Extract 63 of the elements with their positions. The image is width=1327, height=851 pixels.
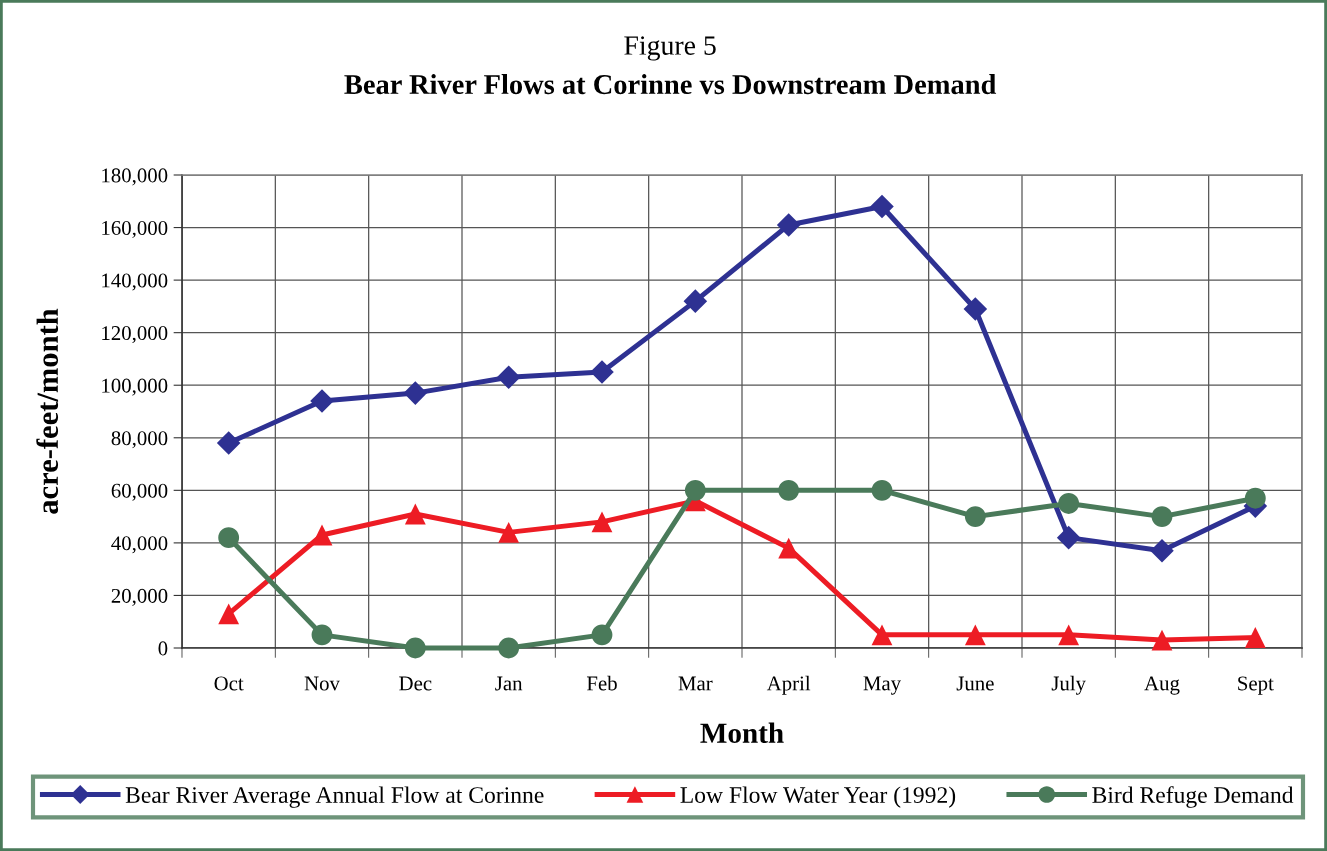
y-tick-label: 100,000: [102, 378, 168, 396]
y-tick-label: 0: [158, 641, 168, 656]
point: [311, 524, 333, 546]
point: [870, 194, 894, 219]
point: [1056, 525, 1081, 550]
legend-label: Low Flow Water Year (1992): [680, 786, 956, 808]
point: [1244, 487, 1266, 509]
x-tick-label: Mar: [678, 676, 713, 691]
point: [1151, 629, 1173, 651]
point: [498, 637, 520, 659]
point: [964, 624, 986, 646]
y-tick-label: 60,000: [111, 483, 168, 501]
y-tick-label: 20,000: [111, 588, 168, 606]
y-tick-label: 180,000: [102, 168, 168, 186]
point: [871, 479, 893, 501]
point: [218, 603, 240, 625]
caption: Figure 5: [624, 36, 716, 61]
point: [590, 360, 614, 384]
point: [683, 289, 708, 313]
x-tick-label: Oct: [214, 676, 244, 691]
point: [218, 527, 240, 549]
y-tick-label: 40,000: [111, 536, 168, 554]
x-tick-label: June: [956, 676, 994, 691]
point: [404, 503, 426, 525]
point: [778, 479, 800, 501]
point: [591, 624, 613, 646]
x-tick-label: Aug: [1144, 676, 1180, 695]
y-tick-label: 80,000: [111, 431, 168, 449]
point: [1058, 624, 1080, 646]
y-tick-label: 160,000: [102, 220, 168, 238]
point: [1150, 538, 1174, 563]
point: [498, 521, 520, 543]
y-tick-label: 140,000: [102, 273, 168, 291]
x-tick-label: April: [766, 675, 811, 695]
y-tick-label: 120,000: [102, 326, 168, 344]
x-tick-label: Dec: [399, 676, 432, 691]
x-tick-label: Feb: [586, 675, 617, 691]
chart-title: Bear River Flows at Corinne vs Downstream Demand: [344, 74, 997, 95]
point: [311, 624, 333, 646]
point: [776, 213, 801, 237]
point: [1151, 506, 1173, 528]
point: [778, 537, 800, 559]
point: [216, 431, 241, 455]
x-tick-label: May: [863, 676, 902, 695]
point: [404, 637, 426, 659]
point: [1058, 493, 1080, 514]
x-tick-label: Jan: [495, 676, 523, 691]
x-tick-label: Sept: [1238, 676, 1274, 695]
x-axis-title: Month: [700, 722, 784, 744]
x-tick-label: July: [1051, 675, 1086, 695]
point: [684, 479, 706, 501]
point: [591, 511, 613, 533]
point: [403, 381, 428, 405]
y-axis-title: acre-feet/month: [36, 308, 59, 514]
legend-label: Bear River Average Annual Flow at Corinne: [125, 786, 544, 808]
point: [964, 506, 986, 528]
point: [1244, 627, 1266, 648]
point: [496, 365, 521, 390]
legend-label: Bird Refuge Demand: [1092, 786, 1294, 808]
point: [310, 389, 334, 413]
point: [871, 624, 893, 646]
point: [963, 297, 988, 321]
x-tick-label: Nov: [304, 676, 340, 691]
